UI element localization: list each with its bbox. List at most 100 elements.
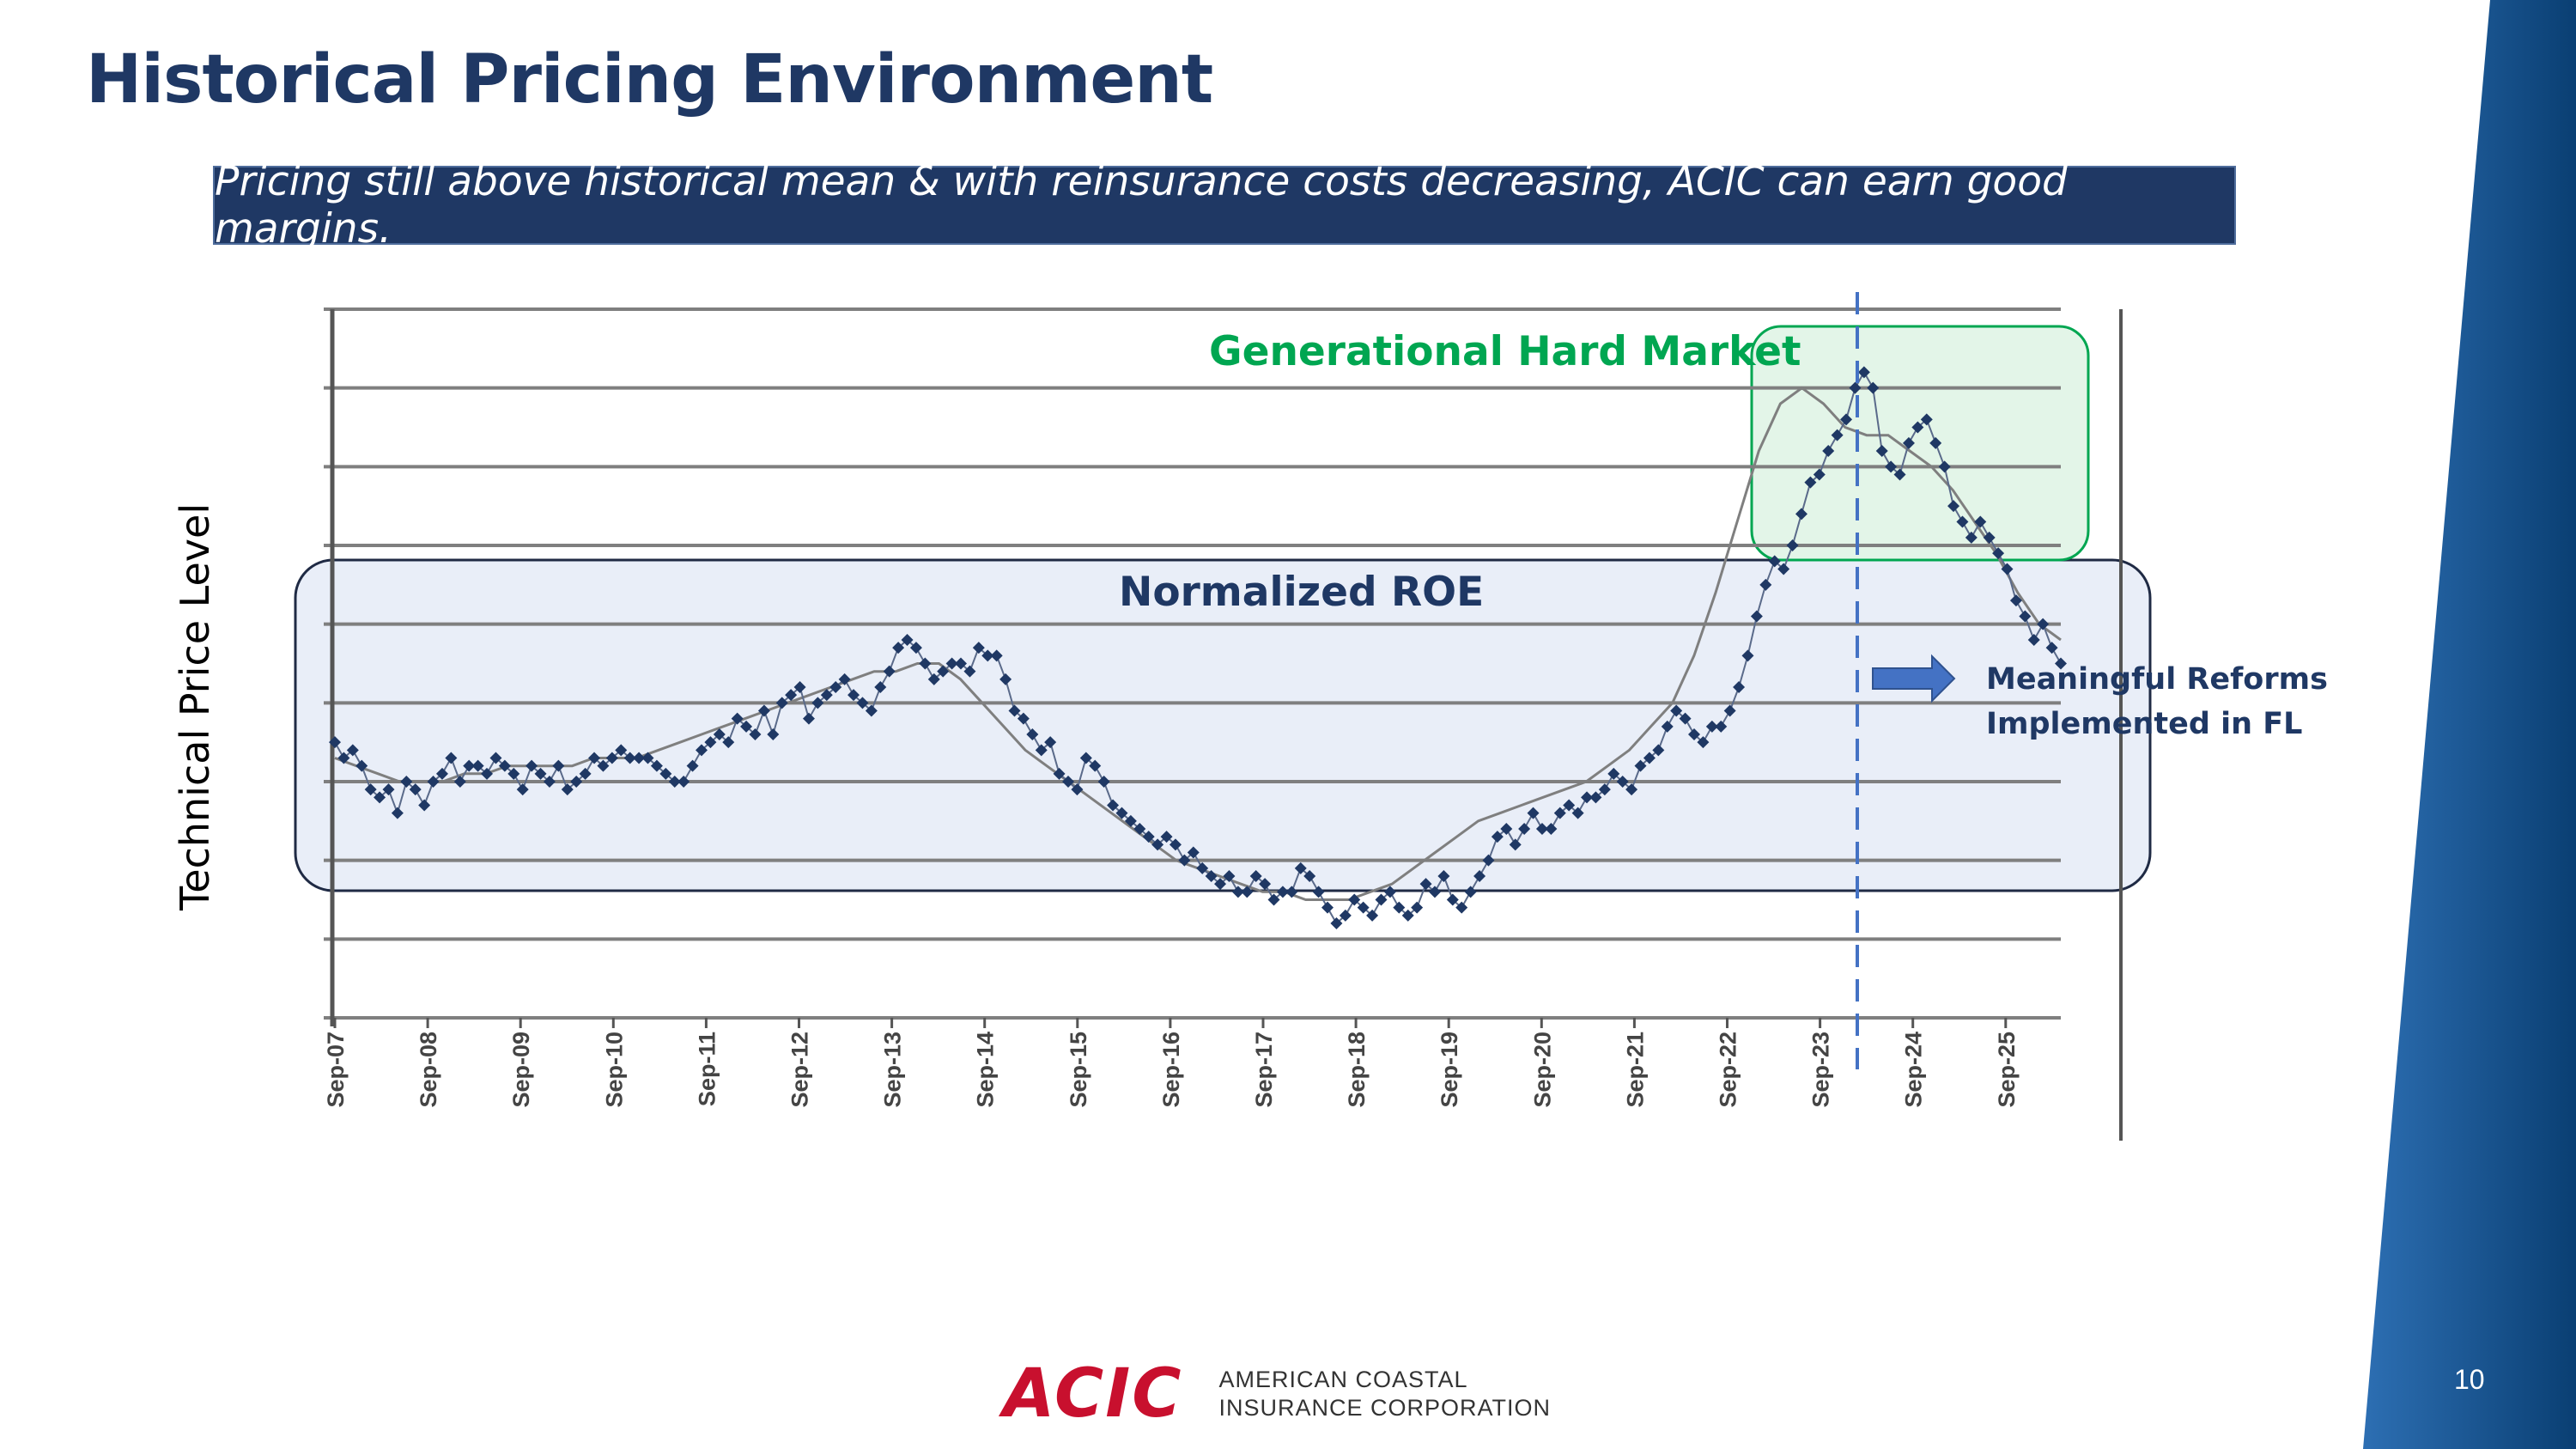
data-point [740, 720, 753, 733]
data-point [731, 712, 744, 725]
data-point [802, 712, 815, 725]
data-point [1133, 823, 1146, 835]
data-point [471, 759, 484, 772]
data-point [963, 665, 976, 678]
data-point [1241, 886, 1254, 898]
data-point [1115, 807, 1128, 819]
data-point [1822, 445, 1835, 457]
page-number: 10 [2454, 1364, 2485, 1395]
data-point [1061, 776, 1074, 788]
data-point [1142, 831, 1155, 843]
data-point [1267, 893, 1280, 906]
data-point [2001, 563, 2014, 575]
data-point [686, 759, 699, 772]
data-point [1697, 736, 1710, 749]
x-tick-label: Sep-24 [1901, 1032, 1927, 1108]
x-tick-label: Sep-10 [601, 1032, 627, 1108]
data-point [615, 744, 628, 757]
data-point [588, 752, 601, 764]
data-point [1035, 744, 1048, 757]
x-tick-label: Sep-17 [1251, 1032, 1277, 1108]
x-tick-label: Sep-13 [880, 1032, 906, 1108]
x-tick-label: Sep-12 [787, 1032, 813, 1108]
data-point [409, 783, 422, 796]
data-point [1527, 807, 1540, 819]
data-point [1008, 704, 1021, 717]
data-point [516, 783, 529, 796]
data-point [1357, 901, 1370, 914]
data-point [2045, 642, 2058, 654]
x-tick-label: Sep-14 [973, 1032, 999, 1108]
data-point [793, 681, 806, 693]
data-point [757, 704, 770, 717]
data-point [1652, 744, 1665, 757]
x-tick-label: Sep-15 [1066, 1032, 1091, 1108]
x-tick-label: Sep-08 [416, 1032, 441, 1108]
data-point [382, 783, 395, 796]
data-point [1348, 893, 1361, 906]
data-point [892, 642, 905, 654]
data-point [1777, 563, 1790, 575]
x-tick-label: Sep-21 [1622, 1032, 1648, 1108]
data-point [927, 673, 940, 685]
data-point [1249, 870, 1262, 882]
data-point [463, 759, 476, 772]
data-point [713, 728, 726, 740]
x-tick-label: Sep-16 [1158, 1032, 1184, 1108]
data-point [1885, 460, 1898, 473]
data-point [1097, 776, 1110, 788]
company-logo: ACIC AMERICAN COASTAL INSURANCE CORPORAT… [1003, 1355, 1551, 1433]
data-point [865, 704, 878, 717]
data-point [1598, 783, 1611, 796]
normalized-roe-box [294, 558, 2152, 892]
data-point [1911, 421, 1924, 434]
data-point [1276, 886, 1289, 898]
data-point [1831, 429, 1844, 441]
logo-line-2: INSURANCE CORPORATION [1218, 1395, 1552, 1421]
data-point [1383, 886, 1396, 898]
data-point [1509, 838, 1522, 851]
data-point [435, 767, 448, 780]
data-point [1079, 752, 1092, 764]
data-point [1231, 886, 1244, 898]
logo-mark: ACIC [1003, 1355, 1183, 1433]
data-point [785, 689, 798, 702]
data-point [1455, 901, 1468, 914]
data-point [999, 673, 1012, 685]
data-point [1321, 901, 1334, 914]
data-point [355, 759, 368, 772]
x-tick-label: Sep-25 [1994, 1032, 2020, 1108]
data-point [534, 767, 547, 780]
data-point [1893, 468, 1906, 481]
data-point [820, 689, 833, 702]
data-point [1446, 893, 1459, 906]
data-point [1401, 909, 1414, 922]
x-tick-label: Sep-23 [1808, 1032, 1834, 1108]
data-point [1571, 807, 1584, 819]
data-point [1643, 752, 1656, 764]
data-point [1634, 759, 1647, 772]
data-point [1607, 767, 1620, 780]
data-point [829, 681, 842, 693]
normalized-roe-label: Normalized ROE [1119, 569, 1485, 616]
data-point [418, 799, 431, 812]
data-point [677, 776, 690, 788]
data-point [1017, 712, 1030, 725]
x-tick-label: Sep-07 [323, 1032, 349, 1108]
data-point [767, 728, 780, 740]
data-point [445, 752, 458, 764]
data-point [1661, 720, 1674, 733]
data-point [1491, 831, 1504, 843]
data-point [1786, 539, 1799, 551]
data-point [1974, 515, 1987, 528]
data-point [1759, 578, 1772, 591]
data-point [507, 767, 520, 780]
data-point [1169, 838, 1182, 851]
data-point [623, 752, 636, 764]
data-point [919, 657, 932, 670]
data-point [526, 759, 538, 772]
logo-line-1: AMERICAN COASTAL [1218, 1367, 1468, 1392]
data-point [1285, 886, 1298, 898]
data-point [1723, 704, 1736, 717]
data-point [722, 736, 735, 749]
